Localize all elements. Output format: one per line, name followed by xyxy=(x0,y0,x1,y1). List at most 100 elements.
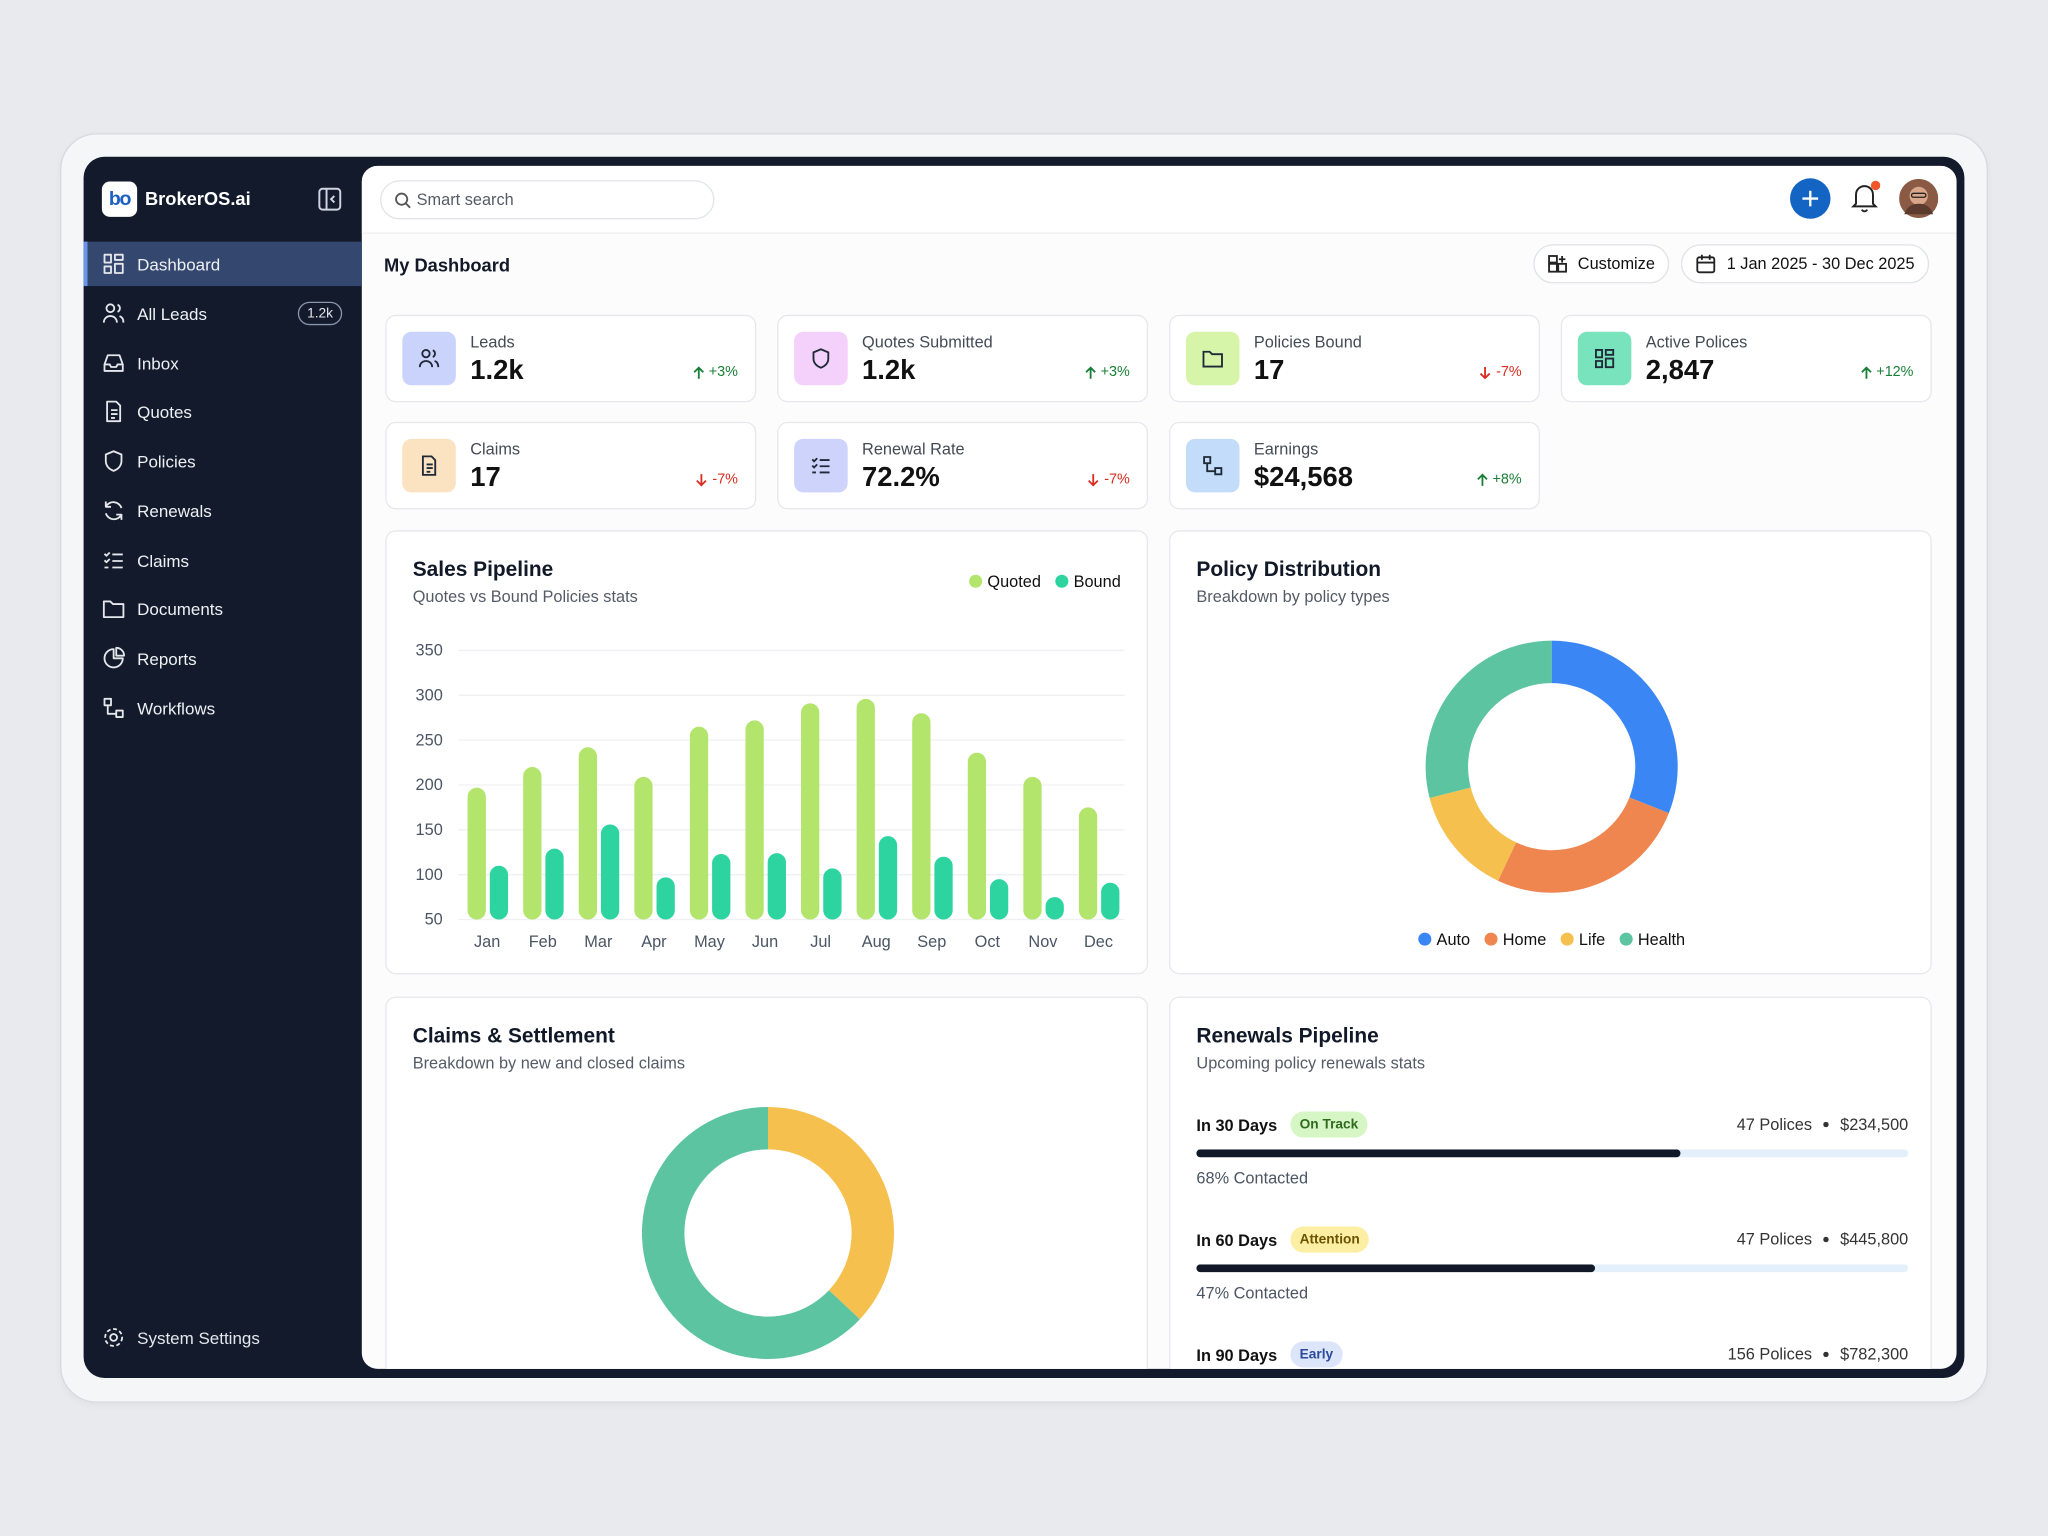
y-tick-label: 100 xyxy=(416,866,443,884)
icon-shape xyxy=(1203,456,1223,476)
nav-item[interactable]: Workflows xyxy=(84,685,362,729)
icon-shape xyxy=(811,457,830,474)
nav-item[interactable]: Documents xyxy=(84,587,362,631)
kpi-icon-glyph xyxy=(1595,348,1615,369)
trend-arrow xyxy=(1480,366,1491,379)
kpi-value: 2,847 xyxy=(1645,355,1715,386)
sales-pipeline-card: Sales Pipeline Quotes vs Bound Policies … xyxy=(385,530,1149,975)
bar xyxy=(767,853,786,920)
nav-icon xyxy=(104,500,123,520)
kpi-icon xyxy=(402,438,456,493)
trend-arrow xyxy=(1084,365,1096,379)
bar xyxy=(634,776,653,920)
trend-arrow xyxy=(693,365,704,379)
nav-label: Inbox xyxy=(137,353,179,373)
renewal-summary: 47 Polices $234,500 xyxy=(1737,1115,1909,1133)
icon-shape xyxy=(418,348,440,368)
icon-shape xyxy=(106,401,122,423)
bar xyxy=(689,726,709,920)
kpi-card: Earnings $24,568 +8% xyxy=(1168,421,1540,510)
page-title: My Dashboard xyxy=(383,254,510,276)
bar xyxy=(656,877,675,920)
progress-fill xyxy=(1196,1149,1681,1158)
card-title: Renewals Pipeline xyxy=(1196,1025,1379,1048)
bar xyxy=(1023,776,1042,920)
kpi-card: Policies Bound 17 -7% xyxy=(1168,314,1540,403)
kpi-value: 17 xyxy=(470,462,501,493)
search-placeholder: Smart search xyxy=(416,190,514,209)
bar xyxy=(823,868,842,920)
search-icon xyxy=(395,192,411,209)
progress-fill xyxy=(1196,1264,1596,1273)
bar xyxy=(1078,807,1098,920)
nav-item[interactable]: Claims xyxy=(84,537,362,581)
y-tick-label: 350 xyxy=(416,642,443,660)
nav-item[interactable]: All Leads 1.2k xyxy=(84,291,362,335)
bar xyxy=(1045,897,1064,920)
legend-label: Quoted xyxy=(987,573,1041,591)
kpi-label: Renewal Rate xyxy=(862,440,965,459)
renewal-policies: 47 Polices xyxy=(1736,1230,1813,1249)
kpi-change-text: -7% xyxy=(712,471,738,488)
bar xyxy=(912,713,931,920)
nav-item[interactable]: Quotes xyxy=(84,390,362,434)
bar xyxy=(578,747,598,920)
kpi-change-text: -7% xyxy=(1104,471,1130,488)
y-tick-label: 200 xyxy=(416,776,443,794)
notification-button[interactable] xyxy=(1848,179,1882,216)
chart: Auto Home Life Health xyxy=(1418,640,1685,949)
arrow-shape xyxy=(1084,365,1096,379)
renewal-period: In 30 Days xyxy=(1196,1116,1278,1136)
date-range-button[interactable]: 1 Jan 2025 - 30 Dec 2025 xyxy=(1680,244,1929,284)
kpi-value: $24,568 xyxy=(1253,462,1354,493)
x-tick-label: Jul xyxy=(810,933,831,951)
kpi-icon xyxy=(794,438,848,493)
nav-label: Claims xyxy=(137,550,190,571)
kpi-icon xyxy=(1577,331,1632,386)
nav-icon xyxy=(103,353,124,372)
search-box[interactable]: Smart search xyxy=(380,180,715,220)
add-button[interactable] xyxy=(1789,178,1831,220)
bar xyxy=(934,856,953,920)
nav-icon xyxy=(102,600,125,619)
nav-item[interactable]: Renewals xyxy=(84,488,362,532)
icon-shape xyxy=(421,455,437,476)
bar xyxy=(745,720,764,920)
legend-swatch xyxy=(1619,932,1633,946)
arrow-shape xyxy=(1476,472,1488,486)
icon-shape xyxy=(103,353,124,372)
kpi-change: +12% xyxy=(1859,364,1913,380)
kpi-icon xyxy=(1185,438,1240,493)
x-tick-label: Apr xyxy=(641,933,667,951)
kpi-icon xyxy=(1185,331,1240,386)
x-tick-label: Oct xyxy=(975,933,1001,951)
legend-label: Bound xyxy=(1074,573,1121,591)
bar xyxy=(600,824,620,920)
policy-distribution-card: Policy Distribution Breakdown by policy … xyxy=(1168,530,1932,975)
collapse-button[interactable] xyxy=(317,187,342,212)
legend-label: Health xyxy=(1638,931,1685,949)
avatar[interactable] xyxy=(1899,178,1939,219)
contacted-label: 68% Contacted xyxy=(1196,1168,1309,1188)
arrow-shape xyxy=(1860,365,1872,379)
renewal-policies: 47 Polices xyxy=(1736,1115,1813,1134)
kpi-icon-glyph xyxy=(1202,350,1223,368)
nav-item[interactable]: Reports xyxy=(84,636,362,680)
settings-item[interactable]: System Settings xyxy=(84,1315,362,1359)
customize-button[interactable]: Customize xyxy=(1533,244,1670,284)
nav-label: Policies xyxy=(137,451,196,472)
donut-segment xyxy=(767,1106,895,1320)
calendar-icon xyxy=(1696,254,1716,274)
brand: BrokerOS.ai xyxy=(144,188,251,209)
kpi-value: 72.2% xyxy=(862,462,940,493)
y-tick-label: 300 xyxy=(416,687,443,705)
nav-item[interactable]: Dashboard xyxy=(83,241,362,287)
separator-dot xyxy=(1823,1237,1829,1242)
nav-item[interactable]: Inbox xyxy=(84,340,362,384)
bar xyxy=(801,703,820,920)
nav-item[interactable]: Policies xyxy=(84,439,362,483)
legend-swatch xyxy=(1418,932,1432,946)
kpi-change: -7% xyxy=(1479,364,1522,380)
renewal-amount: $782,300 xyxy=(1840,1345,1909,1364)
